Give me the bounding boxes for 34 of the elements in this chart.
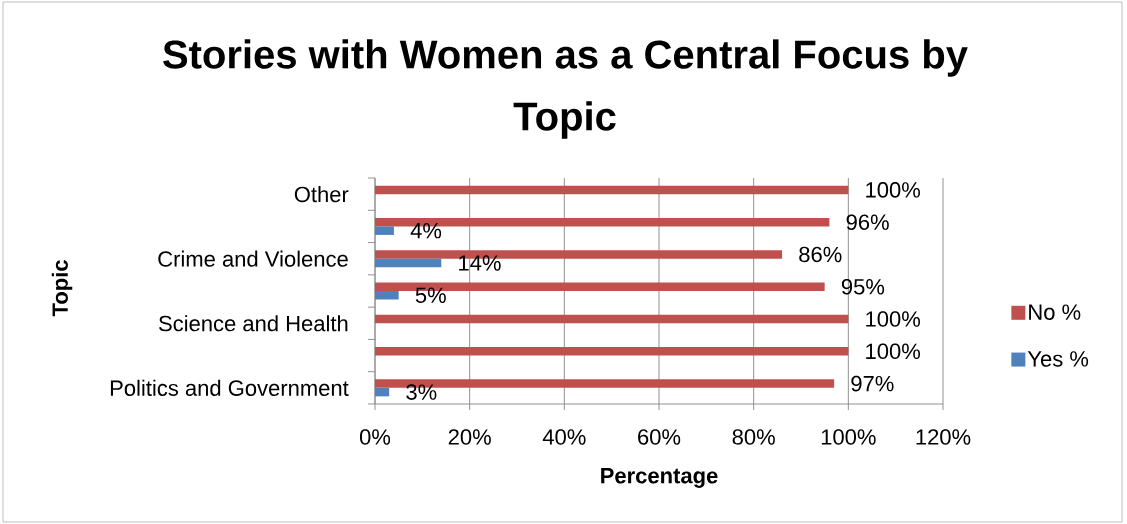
data-label: 14%	[459, 255, 501, 271]
data-label: 96%	[846, 214, 889, 230]
legend-label: Yes %	[1027, 351, 1089, 367]
data-label: 86%	[799, 246, 842, 263]
bar	[375, 387, 390, 397]
data-label: 100%	[866, 343, 920, 360]
bar	[375, 347, 849, 356]
data-label: 5%	[415, 287, 446, 303]
x-axis-title: Percentage	[601, 468, 718, 488]
bar	[375, 226, 394, 235]
data-label: 100%	[866, 311, 920, 327]
bar	[375, 258, 442, 268]
bar	[375, 290, 399, 300]
y-tick-label: Science and Health	[159, 315, 348, 332]
chart-title: Stories with Women as a Central Focus by Topic	[163, 39, 968, 139]
x-tick-label: 20%	[448, 429, 491, 445]
data-label: 4%	[410, 222, 442, 239]
data-label: 97%	[851, 375, 894, 392]
x-tick-label: 60%	[638, 429, 681, 445]
data-label: 95%	[841, 278, 885, 295]
x-tick-label: 100%	[821, 429, 876, 445]
y-tick-label: Politics and Government	[110, 379, 349, 396]
bar	[375, 185, 849, 195]
legend-label: No %	[1029, 304, 1081, 320]
x-tick-label: 120%	[916, 429, 971, 445]
x-tick-label: 0%	[359, 429, 391, 445]
bar	[375, 314, 849, 324]
data-label: 100%	[866, 182, 920, 198]
y-tick-label: Other	[294, 186, 349, 203]
x-tick-label: 40%	[542, 429, 586, 445]
x-tick-label: 80%	[732, 429, 775, 445]
data-label: 3%	[406, 384, 437, 400]
y-tick-label: Crime and Violence	[158, 250, 348, 267]
y-axis-title: Topic	[51, 260, 73, 317]
